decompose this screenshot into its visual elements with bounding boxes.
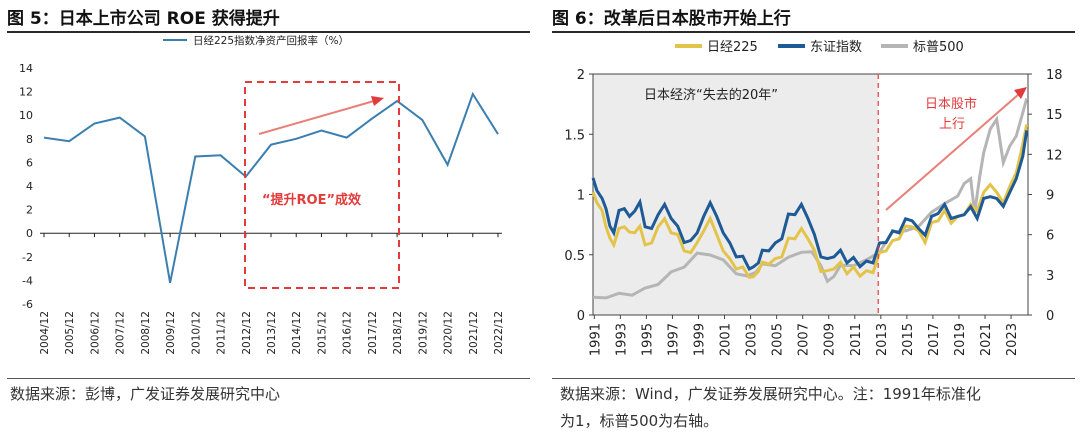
trend-arrowhead [1014, 87, 1027, 99]
roe-x-tick-label: 2006/12 [89, 311, 101, 355]
roe-x-tick-label: 2008/12 [140, 311, 152, 355]
roe-trend-arrowhead [371, 96, 384, 106]
nikkei-series-line [591, 124, 1029, 280]
left-y-tick-label: 2 [577, 68, 585, 83]
trend-arrow [885, 93, 1020, 211]
right-y-tick-label: 9 [1046, 189, 1054, 204]
x-tick-label: 2009 [823, 323, 838, 356]
trend-label-line1: 日本股市 [925, 96, 977, 112]
right-y-tick-label: 15 [1046, 108, 1063, 123]
roe-x-tick-label: 2005/12 [64, 311, 76, 355]
roe-x-tick-label: 2014/12 [291, 311, 303, 355]
roe-x-tick-label: 2017/12 [367, 311, 379, 355]
roe-legend-label: 日经225指数净资产回报率（%） [193, 34, 349, 47]
x-tick-label: 2019 [953, 323, 968, 356]
roe-x-tick-label: 2012/12 [241, 311, 253, 355]
x-tick-label: 2011 [849, 323, 864, 356]
roe-y-tick-label: -4 [22, 274, 33, 287]
right-source-note-line1: 数据来源：Wind，广发证券发展研究中心。注：1991年标准化 [560, 385, 981, 403]
roe-y-tick-label: 8 [26, 133, 33, 146]
roe-y-tick-label: 2 [26, 204, 33, 217]
right-source-rule [552, 378, 1075, 379]
x-tick-label: 2005 [771, 323, 786, 356]
left-y-tick-label: 0.5 [564, 249, 585, 264]
x-tick-label: 2021 [979, 323, 994, 356]
x-tick-label: 2007 [797, 323, 812, 356]
roe-y-tick-label: -6 [22, 298, 33, 311]
lost-decades-shade [593, 74, 879, 315]
sp500-series-line [592, 98, 1029, 300]
x-tick-label: 1993 [614, 323, 629, 356]
roe-x-tick-label: 2013/12 [266, 311, 278, 355]
roe-x-tick-label: 2020/12 [443, 311, 455, 355]
left-y-tick-label: 0 [577, 309, 585, 324]
roe-x-tick-label: 2016/12 [342, 311, 354, 355]
roe-y-tick-label: 14 [19, 62, 33, 75]
roe-x-tick-label: 2009/12 [165, 311, 177, 355]
left-source-note: 数据来源：彭博，广发证券发展研究中心 [10, 385, 281, 403]
roe-y-tick-label: 12 [19, 86, 33, 99]
right-y-tick-label: 18 [1046, 68, 1063, 83]
x-tick-label: 2001 [719, 323, 734, 356]
x-tick-label: 2013 [875, 323, 890, 356]
left-panel-title: 图 5：日本上市公司 ROE 获得提升 [7, 9, 280, 29]
right-y-tick-label: 12 [1046, 148, 1063, 163]
right-y-tick-label: 6 [1046, 229, 1054, 244]
right-panel-title: 图 6：改革后日本股市开始上行 [552, 9, 791, 29]
roe-y-tick-label: 10 [19, 109, 33, 122]
x-tick-label: 2023 [1005, 323, 1020, 356]
roe-y-tick-label: 0 [26, 227, 33, 240]
roe-x-tick-label: 2021/12 [468, 311, 480, 355]
x-tick-label: 1995 [640, 323, 655, 356]
x-tick-label: 1997 [666, 323, 681, 356]
left-source-rule [7, 378, 530, 379]
right-title-rule [552, 31, 1075, 33]
roe-y-tick-label: -2 [22, 251, 33, 264]
roe-x-tick-label: 2004/12 [39, 311, 51, 355]
x-tick-label: 1991 [588, 323, 603, 356]
left-title-rule [7, 31, 530, 33]
right-y-tick-label: 3 [1046, 269, 1054, 284]
topix-legend-label: 东证指数 [810, 40, 862, 55]
roe-series-line [43, 91, 499, 283]
roe-box-label: “提升ROE”成效 [262, 192, 362, 208]
roe-x-tick-label: 2019/12 [417, 311, 429, 355]
roe-x-tick-label: 2022/12 [493, 311, 505, 355]
roe-x-tick-label: 2011/12 [216, 311, 228, 355]
x-tick-label: 1999 [692, 323, 707, 356]
roe-x-tick-label: 2010/12 [190, 311, 202, 355]
x-tick-label: 2015 [901, 323, 916, 356]
roe-highlight-box [244, 81, 400, 289]
lost-decades-label: 日本经济“失去的20年” [644, 87, 778, 103]
roe-trend-arrow [258, 100, 375, 135]
roe-x-tick-label: 2007/12 [115, 311, 127, 355]
left-y-tick-label: 1 [577, 189, 585, 204]
right-source-note-line2: 为1，标普500为右轴。 [560, 412, 719, 430]
roe-chart: 14 12 10 8 6 4 2 0 -2 -4 -6 2004/12 2005/12 2006/12 2… [19, 34, 505, 355]
left-y-tick-label: 1.5 [564, 128, 585, 143]
nikkei-legend-label: 日经225 [707, 40, 758, 55]
right-y-tick-label: 0 [1046, 309, 1054, 324]
roe-y-tick-label: 4 [26, 180, 33, 193]
roe-x-tick-label: 2018/12 [392, 311, 404, 355]
roe-y-tick-label: 6 [26, 156, 33, 169]
x-tick-label: 2017 [927, 323, 942, 356]
roe-x-tick-label: 2015/12 [316, 311, 328, 355]
sp500-legend-label: 标普500 [913, 40, 964, 55]
topix-series-line [591, 130, 1029, 272]
trend-label-line2: 上行 [939, 117, 965, 132]
x-tick-label: 2003 [745, 323, 760, 356]
